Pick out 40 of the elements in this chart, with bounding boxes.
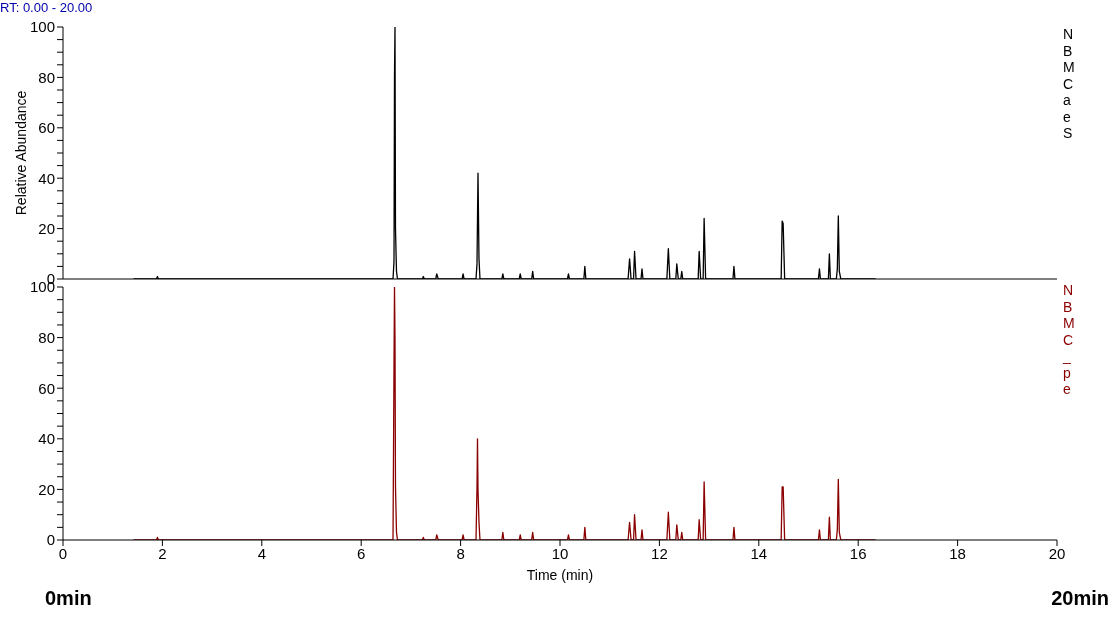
y-tick-label: 20 bbox=[38, 480, 55, 498]
y-tick-label: 40 bbox=[38, 169, 55, 187]
x-tick-label: 10 bbox=[551, 544, 569, 562]
x-tick-label: 2 bbox=[158, 544, 167, 562]
text: M bbox=[1063, 315, 1075, 332]
y-tick-label: 40 bbox=[38, 430, 55, 448]
y-tick-label: 20 bbox=[38, 219, 55, 237]
y-tick-label: 80 bbox=[38, 68, 55, 86]
text: 20min bbox=[1051, 587, 1109, 610]
text: B bbox=[1063, 42, 1074, 59]
y-tick-label: 0 bbox=[46, 531, 55, 549]
text: N bbox=[1063, 26, 1075, 43]
x-tick-label: 16 bbox=[849, 544, 867, 562]
x-tick-label: 12 bbox=[651, 544, 668, 562]
text: M bbox=[1063, 59, 1075, 76]
text: e bbox=[1063, 108, 1072, 125]
text: 0min bbox=[45, 587, 92, 610]
x-tick-label: 14 bbox=[750, 544, 768, 562]
y-tick-label: 60 bbox=[38, 119, 55, 137]
text: a bbox=[1063, 92, 1072, 109]
x-tick-label: 0 bbox=[58, 544, 68, 562]
text: C bbox=[1063, 75, 1075, 92]
text: C bbox=[1063, 331, 1075, 348]
y-tick-label: 80 bbox=[38, 328, 55, 346]
x-tick-label: 8 bbox=[456, 544, 465, 562]
text: e bbox=[1063, 381, 1072, 398]
text: S bbox=[1063, 125, 1074, 142]
text: _ bbox=[1063, 348, 1072, 365]
x-tick-label: 18 bbox=[949, 544, 966, 562]
text: N bbox=[1063, 282, 1075, 299]
y-tick-label: 100 bbox=[29, 18, 55, 36]
y-axis-title: Relative Abundance bbox=[12, 90, 29, 216]
chart-title: RT: 0.00 - 20.00 bbox=[0, 0, 93, 15]
text: p bbox=[1063, 364, 1072, 381]
x-axis-title: Time (min) bbox=[526, 567, 594, 583]
y-tick-label: 60 bbox=[38, 379, 55, 397]
text: B bbox=[1063, 298, 1074, 315]
x-tick-label: 4 bbox=[257, 544, 266, 562]
x-tick-label: 20 bbox=[1048, 544, 1066, 562]
x-tick-label: 6 bbox=[357, 544, 366, 562]
